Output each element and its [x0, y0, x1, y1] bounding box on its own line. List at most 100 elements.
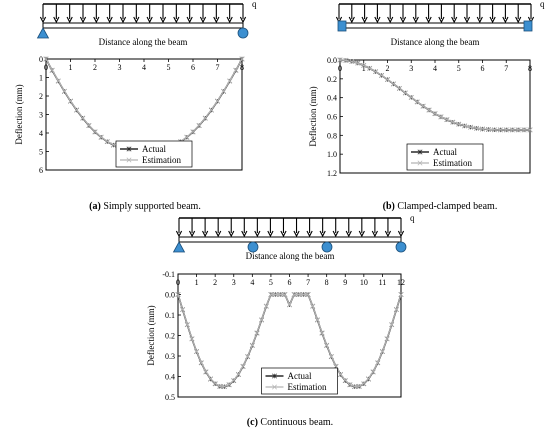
legend-marker	[126, 146, 132, 152]
data-point	[343, 57, 349, 63]
legend-box	[261, 367, 338, 395]
data-point	[497, 127, 503, 133]
load-arrow-head	[374, 16, 381, 24]
x-tick-label: 4	[142, 63, 146, 72]
data-point	[273, 292, 279, 297]
load-arrow-head	[387, 16, 394, 24]
x-tick-label: 4	[250, 278, 254, 287]
y-tick-label: 5	[39, 148, 43, 157]
legend-marker	[272, 384, 277, 390]
panel-caption: (b) Clamped-clamped beam.	[383, 201, 498, 212]
data-point	[226, 382, 232, 388]
data-point	[92, 129, 98, 135]
x-tick-label: 7	[216, 63, 220, 72]
x-tick-label: 3	[232, 278, 236, 287]
data-point	[74, 107, 80, 113]
data-point	[189, 336, 195, 342]
load-arrow-head	[476, 16, 483, 24]
data-point	[375, 360, 381, 366]
data-point	[402, 90, 408, 96]
data-point	[86, 122, 92, 128]
data-point	[259, 317, 265, 323]
load-arrow-head	[345, 230, 352, 238]
load-arrow-head	[348, 16, 355, 24]
y-tick-label: 2	[39, 92, 43, 101]
legend-label: Actual	[433, 147, 457, 157]
data-point	[291, 292, 297, 297]
data-point	[227, 78, 233, 84]
beam-diagram: q Distance along the beam	[36, 0, 257, 47]
data-point	[515, 127, 521, 133]
data-point	[208, 376, 213, 382]
load-arrow-head	[173, 16, 180, 24]
data-point	[361, 381, 367, 387]
data-point	[268, 292, 274, 297]
x-tick-label: 6	[288, 278, 292, 287]
y-tick-label: 0.4	[327, 94, 337, 103]
roller-support	[247, 241, 259, 253]
load-arrow-head	[358, 230, 365, 238]
y-tick-label: 4	[39, 129, 43, 138]
data-point	[319, 330, 325, 336]
load-arrow-head	[451, 16, 458, 24]
data-point	[110, 142, 116, 148]
data-point	[355, 60, 361, 66]
data-point	[221, 88, 227, 94]
x-tick-label: 2	[386, 64, 390, 73]
data-point	[474, 125, 480, 131]
data-point	[408, 94, 414, 100]
data-point	[379, 348, 385, 354]
load-arrow-head	[463, 16, 471, 24]
data-point	[456, 121, 462, 127]
y-tick-label: 0.5	[165, 393, 175, 402]
y-axis-label: Deflection (mm)	[308, 86, 318, 146]
pin-support	[36, 27, 50, 39]
load-arrow-head	[133, 16, 140, 24]
data-point	[184, 322, 190, 328]
load-arrow-head	[39, 16, 47, 24]
data-point	[203, 369, 209, 375]
load-arrow-head	[399, 16, 407, 24]
data-point	[212, 381, 218, 387]
series-line	[45, 58, 243, 151]
y-tick-label: 0.3	[165, 352, 175, 361]
load-arrow-head	[293, 230, 300, 238]
panel-caption: (a) Simply supported beam.	[89, 201, 201, 212]
legend-label: Actual	[142, 144, 166, 154]
data-point	[347, 382, 353, 388]
data-point	[509, 127, 515, 133]
data-point	[438, 114, 444, 120]
caption-text: Clamped-clamped beam.	[395, 201, 497, 212]
load-arrow-head	[384, 230, 392, 238]
data-point	[180, 307, 186, 312]
load-arrow-head	[425, 16, 432, 24]
beam-diagram: q Distance along the beam	[172, 213, 415, 261]
beam-body	[42, 22, 244, 29]
data-point	[55, 78, 61, 84]
legend-label: Estimation	[142, 155, 181, 165]
data-point	[98, 134, 104, 140]
data-point	[373, 69, 379, 75]
data-point	[235, 371, 241, 377]
load-arrow-head	[361, 16, 368, 24]
data-point	[196, 122, 202, 128]
x-tick-label: 6	[191, 63, 195, 72]
data-point	[352, 384, 357, 389]
load-arrow-head	[188, 230, 196, 238]
legend-label: Actual	[288, 371, 312, 381]
load-arrow-head	[202, 230, 209, 238]
data-point	[239, 56, 245, 62]
load-arrow-head	[438, 16, 445, 24]
load-arrow-head	[79, 16, 87, 24]
y-tick-label: 0.4	[165, 373, 175, 382]
load-label: q	[252, 0, 257, 9]
data-point	[385, 77, 390, 82]
load-arrow-head	[332, 230, 339, 238]
y-tick-label: 0.0	[165, 291, 175, 300]
series-estimation	[337, 57, 533, 133]
data-point	[231, 378, 237, 383]
data-point	[233, 67, 239, 73]
